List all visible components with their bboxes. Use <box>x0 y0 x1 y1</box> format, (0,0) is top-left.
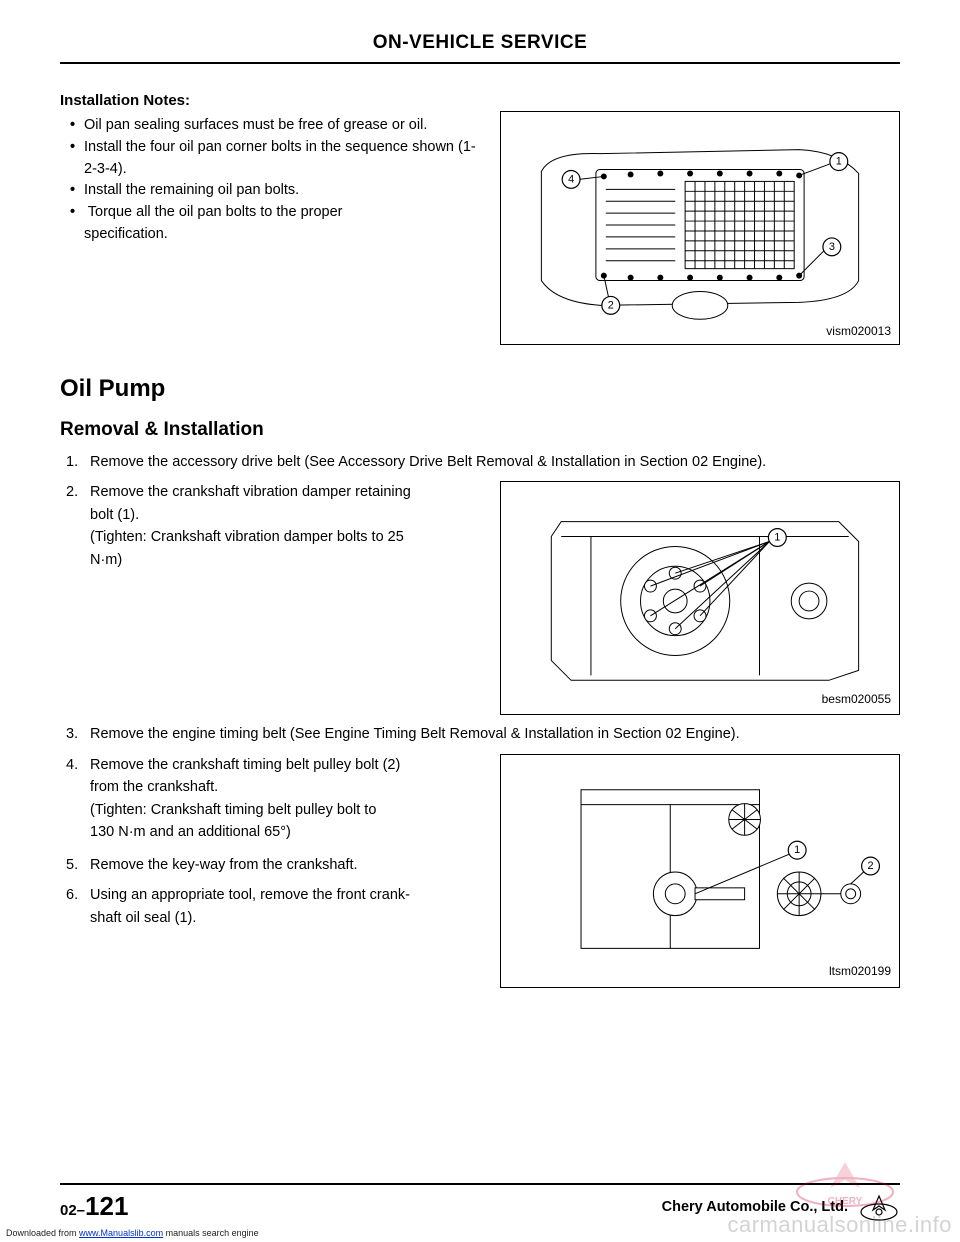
page-number: 02–121 <box>60 1191 128 1222</box>
fig1-callout-3: 3 <box>829 241 835 253</box>
svg-text:CHERY: CHERY <box>828 1196 863 1207</box>
step-4d: 130 N·m and an additional 65°) <box>90 824 291 840</box>
footer-rule <box>60 1183 900 1185</box>
download-note: Downloaded from www.Manualslib.com manua… <box>6 1228 259 1238</box>
oil-pump-heading: Oil Pump <box>60 375 900 403</box>
page-prefix: 02– <box>60 1202 85 1219</box>
install-note-4: Torque all the oil pan bolts to the prop… <box>84 202 488 246</box>
watermark-logo-icon: CHERY <box>790 1158 900 1208</box>
dl-pre: Downloaded from <box>6 1228 79 1238</box>
install-note-4a: Torque all the oil pan bolts to the prop… <box>88 204 343 220</box>
step-3-text: Remove the engine timing belt (See Engin… <box>90 726 740 742</box>
install-note-4b: specification. <box>84 226 168 242</box>
step-6b: shaft oil seal (1). <box>90 910 196 926</box>
install-note-3: Install the remaining oil pan bolts. <box>84 180 488 202</box>
header-rule <box>60 62 900 64</box>
page-num-value: 121 <box>85 1191 128 1221</box>
fig1-callout-1: 1 <box>836 156 842 168</box>
figure2-label: besm020055 <box>822 690 891 709</box>
step-2: 2. Remove the crankshaft vibration dampe… <box>60 481 900 715</box>
fig1-callout-4: 4 <box>568 173 574 185</box>
page-header-title: ON-VEHICLE SERVICE <box>60 32 900 62</box>
figure-oil-pan: 1 2 3 4 vism020013 <box>500 111 900 345</box>
step-2a: Remove the crankshaft vibration damper r… <box>90 484 411 500</box>
watermark-text: carmanualsonline.info <box>727 1212 952 1238</box>
step-3: 3.Remove the engine timing belt (See Eng… <box>60 723 900 745</box>
step-4b: from the crankshaft. <box>90 779 218 795</box>
install-note-1: Oil pan sealing surfaces must be free of… <box>84 115 488 137</box>
step-2b: bolt (1). <box>90 507 139 523</box>
install-note-2: Install the four oil pan corner bolts in… <box>84 137 488 181</box>
fig2-callout-1: 1 <box>774 532 780 544</box>
installation-notes-heading: Installation Notes: <box>60 92 900 109</box>
manualslib-link[interactable]: www.Manualslib.com <box>79 1228 163 1238</box>
step-5-text: Remove the key-way from the crankshaft. <box>90 857 358 873</box>
removal-installation-heading: Removal & Installation <box>60 419 900 441</box>
figure1-label: vism020013 <box>826 324 891 338</box>
dl-post: manuals search engine <box>163 1228 259 1238</box>
step-4c: (Tighten: Crankshaft timing belt pulley … <box>90 802 376 818</box>
figure3-label: ltsm020199 <box>829 962 891 981</box>
fig1-callout-2: 2 <box>608 299 614 311</box>
step-2c: (Tighten: Crankshaft vibration damper bo… <box>90 529 404 545</box>
step-4a: Remove the crankshaft timing belt pulley… <box>90 757 400 773</box>
step-6a: Using an appropriate tool, remove the fr… <box>90 887 410 903</box>
step-1: 1.Remove the accessory drive belt (See A… <box>60 451 900 473</box>
figure-crankshaft: 1 2 ltsm020199 <box>500 754 900 988</box>
installation-notes-list: Oil pan sealing surfaces must be free of… <box>60 115 488 246</box>
fig3-callout-1: 1 <box>794 844 800 856</box>
step-1-text: Remove the accessory drive belt (See Acc… <box>90 454 766 470</box>
step-2d: N·m) <box>90 552 122 568</box>
step-4: 4. Remove the crankshaft timing belt pul… <box>60 754 900 988</box>
procedure-list: 1.Remove the accessory drive belt (See A… <box>60 451 900 988</box>
fig3-callout-2: 2 <box>867 860 873 872</box>
figure-damper: 1 besm020055 <box>500 481 900 715</box>
